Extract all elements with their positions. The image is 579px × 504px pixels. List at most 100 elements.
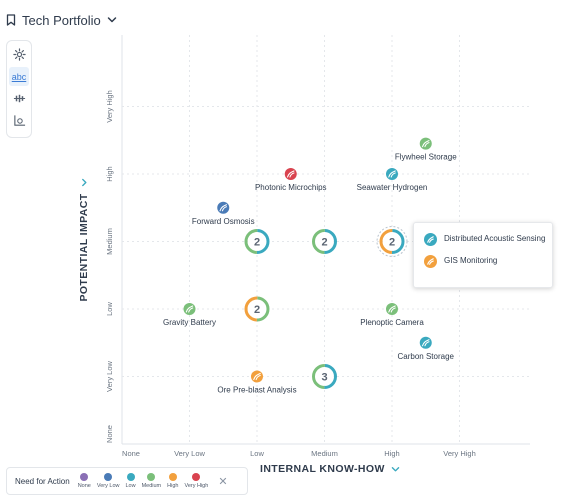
technology-glyph <box>253 372 261 381</box>
technology-label: Gravity Battery <box>163 318 216 327</box>
slider-distribution-icon <box>13 94 25 103</box>
x-tick-label: Very Low <box>174 449 205 458</box>
technology-glyph <box>219 204 227 212</box>
legend-title: Need for Action <box>15 476 70 486</box>
view-toolbar: abc <box>6 40 32 138</box>
legend-item[interactable]: None <box>78 473 91 489</box>
x-axis-title-text: INTERNAL KNOW-HOW <box>260 463 385 475</box>
y-tick-label: Low <box>105 302 114 316</box>
legend-label: None <box>77 483 91 489</box>
cluster-bubble <box>248 300 266 318</box>
tooltip-item[interactable]: Distributed Acoustic Sensing <box>424 233 552 246</box>
x-axis-title[interactable]: INTERNAL KNOW-HOW <box>260 463 400 475</box>
legend-swatch <box>168 473 177 481</box>
tooltip-item[interactable]: GIS Monitoring <box>424 255 552 268</box>
cluster-ring-segment <box>312 229 337 254</box>
technology-label: Flywheel Storage <box>395 153 457 162</box>
legend-swatch <box>80 473 89 481</box>
y-tick-label: High <box>105 166 114 181</box>
labels-toggle-label: abc <box>11 71 27 82</box>
distribution-button[interactable] <box>9 89 29 108</box>
cluster-tooltip: Distributed Acoustic Sensing GIS Monitor… <box>413 222 553 288</box>
technology-point <box>386 303 398 315</box>
cluster-count: 2 <box>254 237 260 249</box>
portfolio-title: Tech Portfolio <box>22 12 101 28</box>
cluster-bubble <box>315 367 334 386</box>
chart-view-button[interactable] <box>9 111 29 130</box>
technology-label: Seawater Hydrogen <box>357 183 428 192</box>
tooltip-item-label: GIS Monitoring <box>444 256 498 265</box>
portfolio-header[interactable]: Tech Portfolio <box>6 10 117 30</box>
technology-glyph <box>388 170 396 178</box>
y-tick-label: Very Low <box>105 360 114 391</box>
technology-point <box>386 168 398 180</box>
technology-point <box>419 336 432 349</box>
technology-label: Carbon Storage <box>398 352 455 361</box>
chevron-down-icon[interactable] <box>81 178 88 187</box>
legend-label: Very Low <box>96 483 120 489</box>
y-tick-label: Very High <box>105 90 114 123</box>
legend-item[interactable]: High <box>167 473 178 489</box>
x-tick-label: Medium <box>311 449 338 458</box>
technology-label: Photonic Microchips <box>255 183 327 192</box>
cluster-bubble <box>315 232 334 251</box>
need-dot <box>424 233 437 246</box>
technology-label: Ore Pre-blast Analysis <box>217 386 296 395</box>
cluster-ring-segment <box>244 296 270 322</box>
cluster-ring-segment <box>379 229 405 254</box>
technology-point <box>419 137 432 150</box>
legend-item[interactable]: Medium <box>141 473 162 489</box>
technology-glyph <box>422 140 430 148</box>
scan-icon <box>427 236 434 243</box>
x-tick-label: High <box>384 449 399 458</box>
cluster-count: 2 <box>389 237 395 249</box>
chevron-down-icon[interactable] <box>107 16 117 24</box>
chart-axes-icon <box>13 115 25 126</box>
settings-button[interactable] <box>9 45 29 64</box>
legend-label: Medium <box>141 483 162 489</box>
legend-swatch <box>192 473 201 481</box>
cluster-ring-segment <box>312 364 337 389</box>
legend-swatch <box>104 473 113 481</box>
scan-icon <box>427 258 434 265</box>
technology-point <box>251 370 263 383</box>
legend-label: Low <box>125 483 136 489</box>
cluster-ring-segment <box>312 364 337 389</box>
gear-icon <box>12 48 26 61</box>
legend-item[interactable]: Very Low <box>96 473 120 489</box>
x-tick-label: Very High <box>443 449 476 458</box>
close-icon[interactable]: ✕ <box>218 475 228 488</box>
technology-label: Forward Osmosis <box>192 217 255 226</box>
technology-glyph <box>185 305 194 313</box>
cluster-ring-segment <box>244 229 270 254</box>
y-tick-label: None <box>105 425 114 443</box>
cluster-ring-segment <box>244 229 270 254</box>
cluster-ring-segment <box>312 229 337 254</box>
cluster-count: 2 <box>321 237 327 249</box>
bookmark-icon <box>6 14 16 26</box>
cluster-bubble <box>383 232 401 251</box>
cluster-ring-segment <box>379 229 405 254</box>
legend-label: High <box>167 483 179 489</box>
technology-glyph <box>422 339 430 347</box>
cluster-bubble <box>248 232 266 251</box>
legend-swatch <box>147 473 156 481</box>
chevron-down-icon[interactable] <box>391 466 400 473</box>
need-dot <box>424 255 437 268</box>
legend-label: Very High <box>184 483 209 489</box>
technology-point <box>217 201 230 214</box>
technology-glyph <box>287 170 295 178</box>
cluster-selection-ring <box>376 226 408 257</box>
legend-swatch <box>126 473 135 481</box>
need-for-action-legend: Need for Action None Very Low Low Medium… <box>6 467 248 495</box>
labels-toggle-button[interactable]: abc <box>9 67 29 86</box>
legend-item[interactable]: Low <box>125 473 136 489</box>
legend-item[interactable]: Very High <box>184 473 208 489</box>
x-tick-label: None <box>122 449 140 458</box>
x-tick-label: Low <box>250 449 264 458</box>
technology-point <box>284 168 297 180</box>
y-tick-label: Medium <box>105 228 114 255</box>
y-axis-title[interactable]: POTENTIAL IMPACT <box>77 160 91 320</box>
tooltip-item-label: Distributed Acoustic Sensing <box>444 234 546 243</box>
cluster-ring-segment <box>244 296 270 322</box>
